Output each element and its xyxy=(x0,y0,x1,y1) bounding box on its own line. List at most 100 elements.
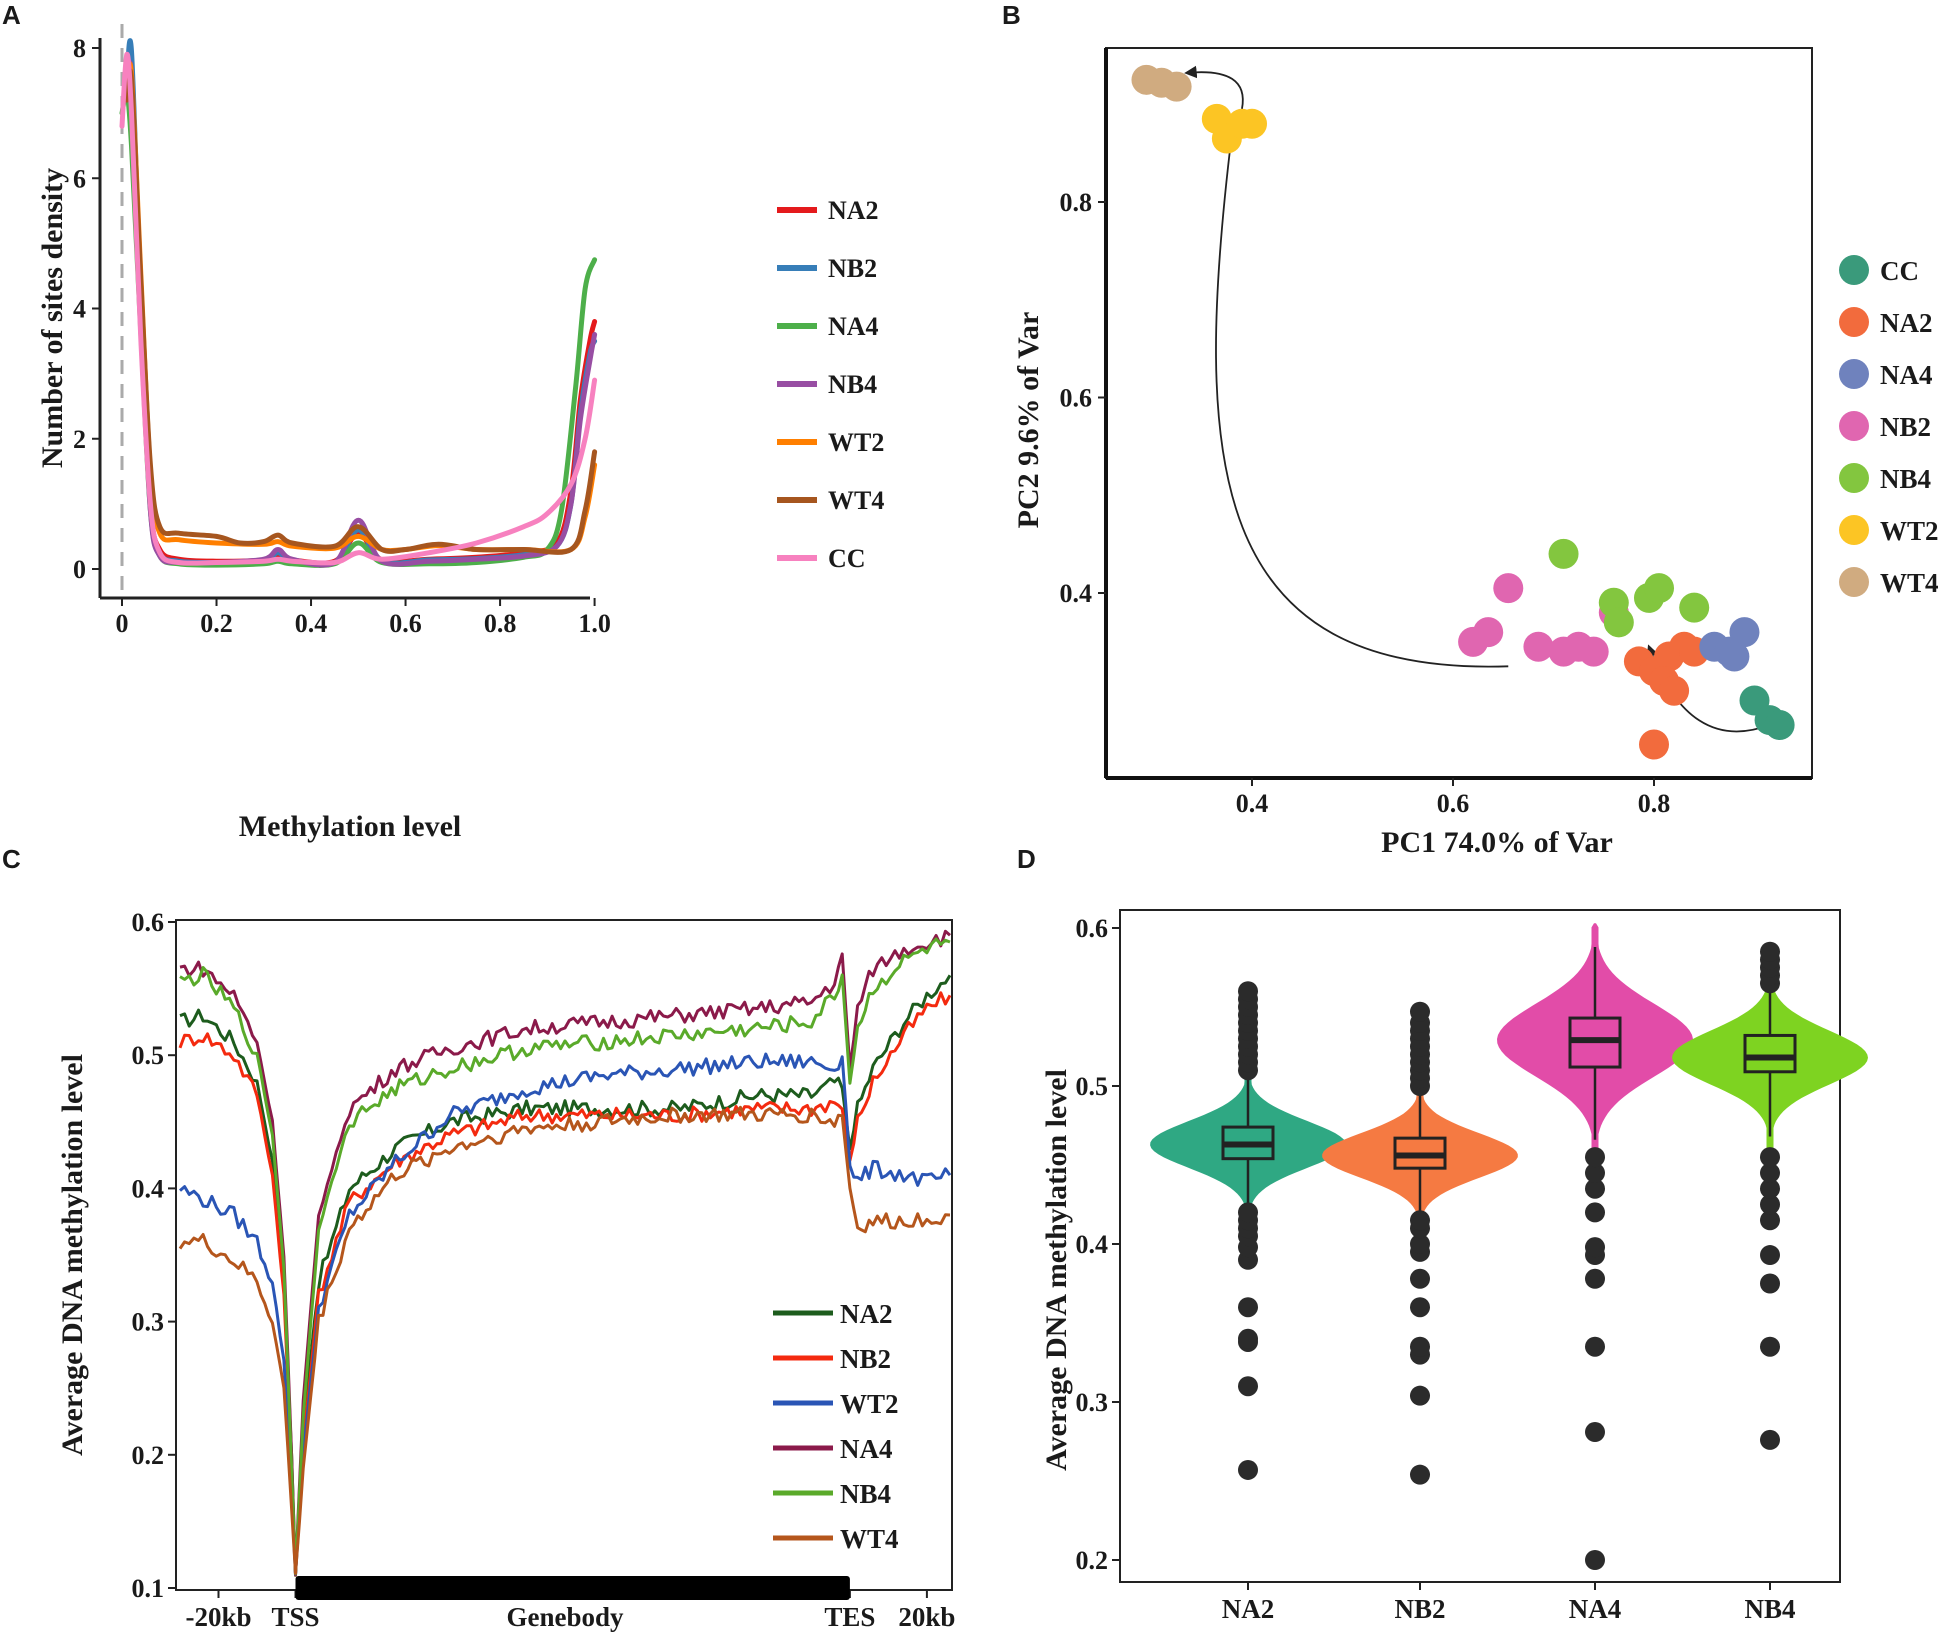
legend-swatch-wt2 xyxy=(1839,515,1869,545)
outlier-point xyxy=(1760,1194,1780,1215)
legend-label-wt4: WT4 xyxy=(1880,568,1939,598)
series-line-cc xyxy=(119,51,598,566)
outlier-point xyxy=(1410,1297,1430,1318)
y-tick-label: 0.6 xyxy=(1060,384,1093,413)
panel-b-pca-chart: 0.4 0.6 0.8 0.4 0.6 0.8 PC1 74.0% of Var PC2 9.… xyxy=(1012,47,1939,859)
series-line-na2 xyxy=(179,974,952,1577)
plot-frame xyxy=(1119,909,1841,1583)
point-nb2 xyxy=(1523,631,1554,662)
panel-label-a: A xyxy=(2,0,21,30)
point-nb2 xyxy=(1578,636,1609,667)
y-tick-label: 6 xyxy=(73,164,86,193)
outlier-point xyxy=(1585,1202,1605,1223)
y-tick-label: 2 xyxy=(73,425,86,454)
outlier-point xyxy=(1760,1162,1780,1183)
legend-label-wt4: WT4 xyxy=(840,1524,899,1554)
y-tick-label: 0.8 xyxy=(1060,188,1093,217)
panel-label-b: B xyxy=(1002,0,1021,30)
panel-a-density-chart: 0 0.2 0.4 0.6 0.8 1.0 0 2 4 6 8 Methylation level Nu… xyxy=(36,24,884,843)
point-nb4 xyxy=(1548,538,1579,569)
y-tick-label: 0.2 xyxy=(132,1441,165,1470)
outlier-point xyxy=(1760,1273,1780,1294)
x-tick-label: NB4 xyxy=(1744,1594,1795,1624)
legend-swatch-wt4 xyxy=(1839,567,1869,597)
plot-frame xyxy=(1105,47,1813,779)
x-tick-label: Genebody xyxy=(506,1602,624,1632)
point-na4 xyxy=(1729,617,1760,648)
series-line-na2 xyxy=(124,47,598,566)
x-tick-label: 0 xyxy=(116,609,129,638)
legend-label-na4: NA4 xyxy=(828,312,879,341)
outlier-point xyxy=(1585,1550,1605,1570)
legend-label-cc: CC xyxy=(1880,256,1919,286)
x-tick-label: 0.2 xyxy=(200,609,233,638)
series-line-wt4 xyxy=(178,1105,951,1575)
outlier-point xyxy=(1410,1385,1430,1406)
series-line-nb4 xyxy=(179,937,951,1576)
legend-swatch-na2 xyxy=(1839,307,1869,337)
legend-label-cc: CC xyxy=(828,544,866,573)
series-line-nb2 xyxy=(124,38,598,568)
y-tick-label: 0.3 xyxy=(132,1308,165,1337)
x-tick-label: 1.0 xyxy=(578,609,611,638)
x-tick-label: 0.4 xyxy=(1236,789,1269,818)
y-tick-label: 0 xyxy=(73,555,86,584)
legend-label-nb2: NB2 xyxy=(1880,412,1931,442)
violin-nb4 xyxy=(1672,967,1868,1169)
y-tick-label: 0.4 xyxy=(1076,1230,1109,1259)
box-nb4 xyxy=(1743,1033,1797,1074)
point-na2 xyxy=(1639,729,1669,760)
x-axis-title: Methylation level xyxy=(239,810,461,843)
x-axis-title: PC1 74.0% of Var xyxy=(1381,826,1613,859)
y-axis-title: Average DNA methylation level xyxy=(1040,1069,1073,1471)
y-tick-label: 0.4 xyxy=(1060,579,1093,608)
y-tick-label: 0.6 xyxy=(132,908,165,937)
legend-label-nb4: NB4 xyxy=(1880,464,1931,494)
legend-label-na2: NA2 xyxy=(1880,308,1933,338)
legend-label-wt2: WT2 xyxy=(828,428,884,457)
x-tick-label: NA2 xyxy=(1222,1594,1275,1624)
x-tick-label: 0.4 xyxy=(295,609,328,638)
y-tick-label: 4 xyxy=(73,295,86,324)
genebody-bar xyxy=(295,1576,850,1600)
x-tick-label: TSS xyxy=(271,1602,319,1632)
y-axis-title: PC2 9.6% of Var xyxy=(1012,312,1045,529)
legend-label-nb4: NB4 xyxy=(840,1479,891,1509)
outlier-point xyxy=(1410,1464,1430,1485)
outlier-point xyxy=(1410,1336,1430,1357)
legend-label-wt2: WT2 xyxy=(840,1389,899,1419)
y-tick-label: 0.3 xyxy=(1076,1388,1109,1417)
outlier-point xyxy=(1410,1234,1430,1254)
outlier-point xyxy=(1760,1147,1780,1168)
outlier-point xyxy=(1238,1297,1258,1318)
outlier-point xyxy=(1585,1237,1605,1258)
point-nb2 xyxy=(1473,617,1504,648)
outlier-point xyxy=(1410,1268,1430,1289)
outlier-point xyxy=(1760,1210,1780,1231)
legend-label-wt4: WT4 xyxy=(828,486,884,515)
y-tick-label: 0.6 xyxy=(1076,914,1109,943)
x-tick-label: NB2 xyxy=(1394,1594,1445,1624)
outlier-point xyxy=(1760,1245,1780,1266)
trajectory-arrow xyxy=(1215,131,1509,668)
outlier-point xyxy=(1410,1001,1430,1022)
legend-label-na2: NA2 xyxy=(840,1299,893,1329)
y-tick-label: 0.1 xyxy=(132,1574,165,1603)
outlier-point xyxy=(1760,1178,1780,1199)
panel-label-d: D xyxy=(1017,844,1036,874)
outlier-point xyxy=(1760,941,1780,962)
series-line-na4 xyxy=(119,90,598,568)
point-wt2 xyxy=(1237,108,1267,139)
legend-swatch-cc xyxy=(1839,255,1869,285)
outlier-point xyxy=(1760,1336,1780,1357)
outlier-point xyxy=(1238,1328,1258,1349)
panel-d-violin-chart: 0.2 0.3 0.4 0.5 0.6 NA2 NB2 NA4 NB4 Average DNA m… xyxy=(1040,909,1868,1624)
panel-label-c: C xyxy=(2,844,21,874)
y-tick-label: 0.4 xyxy=(132,1174,165,1203)
point-nb2 xyxy=(1493,573,1524,604)
outlier-point xyxy=(1238,1202,1258,1223)
panel-c-profile-chart: 0.1 0.2 0.3 0.4 0.5 0.6 -20kb TSS Genebody TES 20k… xyxy=(56,908,955,1632)
series-line-nb4 xyxy=(124,60,598,568)
point-nb4 xyxy=(1644,573,1675,604)
series-line-wt2 xyxy=(179,1052,952,1576)
